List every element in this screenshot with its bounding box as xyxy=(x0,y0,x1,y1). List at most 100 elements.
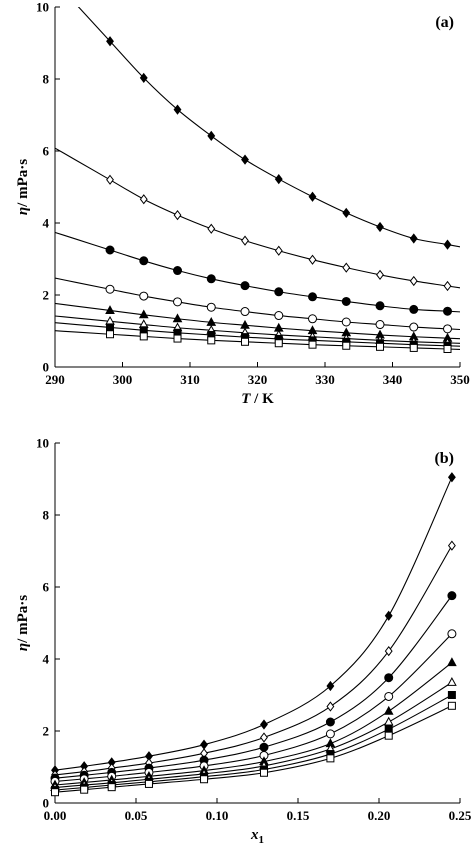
data-point xyxy=(384,731,393,740)
x-tick-label: 330 xyxy=(315,372,335,387)
x-tick-label: 300 xyxy=(113,372,133,387)
data-point xyxy=(342,207,351,219)
data-point xyxy=(274,245,283,256)
data-point xyxy=(443,239,452,250)
data-point xyxy=(139,72,148,84)
data-point xyxy=(308,314,318,324)
data-point xyxy=(341,317,351,327)
data-point xyxy=(341,296,351,306)
data-point xyxy=(443,324,453,334)
x-tick-label: 310 xyxy=(180,372,200,387)
x-tick-label: 0.00 xyxy=(44,808,67,823)
data-point xyxy=(241,154,249,165)
data-point xyxy=(207,223,216,234)
data-point xyxy=(376,342,385,351)
data-point xyxy=(447,472,456,483)
data-point xyxy=(105,245,115,255)
y-tick-label: 8 xyxy=(43,72,50,87)
panel-label: (b) xyxy=(434,450,454,467)
data-point xyxy=(383,716,394,726)
x-tick-label: 0.05 xyxy=(125,808,148,823)
data-point xyxy=(308,254,317,265)
x-tick-label: 0.20 xyxy=(368,808,391,823)
y-tick-label: 0 xyxy=(43,360,50,375)
data-point xyxy=(274,311,284,321)
data-point xyxy=(325,729,335,739)
data-point xyxy=(172,313,183,323)
data-point xyxy=(274,339,283,348)
data-point xyxy=(207,130,216,142)
data-point xyxy=(206,274,216,284)
data-point xyxy=(447,677,457,686)
data-point xyxy=(105,284,115,294)
y-tick-label: 4 xyxy=(43,652,50,667)
data-point xyxy=(200,775,209,784)
y-tick-label: 10 xyxy=(36,0,49,15)
data-point xyxy=(308,340,317,349)
data-point xyxy=(409,322,419,332)
data-point xyxy=(443,306,453,316)
data-point xyxy=(384,673,394,683)
data-point xyxy=(106,36,114,47)
data-point xyxy=(409,304,419,314)
panel-b-chart: 0 2 4 6 8 10 0.00 0.05 0.10 0.15 0.20 0.25 η/ mPa·s x… xyxy=(15,436,472,847)
series-line xyxy=(55,147,460,289)
data-point xyxy=(173,104,182,115)
data-point xyxy=(241,337,250,346)
data-point xyxy=(173,266,183,276)
data-point xyxy=(173,297,183,307)
data-point xyxy=(447,657,457,667)
data-point xyxy=(106,174,114,185)
data-point xyxy=(326,680,335,692)
panel-a-chart: 0 2 4 6 8 10 290 300 310 320 330 340 350 η/ mPa·s T / … xyxy=(15,0,470,407)
data-point xyxy=(173,334,182,343)
data-point xyxy=(376,269,384,280)
data-point xyxy=(107,783,116,792)
data-point xyxy=(139,291,149,301)
series-line xyxy=(55,545,453,776)
data-point xyxy=(384,691,394,701)
data-point xyxy=(106,330,115,339)
y-tick-label: 8 xyxy=(43,508,50,523)
data-point xyxy=(259,768,268,777)
data-point xyxy=(409,343,418,352)
data-point xyxy=(383,705,394,715)
data-point xyxy=(206,302,216,312)
data-point xyxy=(376,221,384,233)
data-point xyxy=(274,173,283,185)
data-point xyxy=(409,275,418,287)
x-tick-label: 350 xyxy=(450,372,470,387)
series-line xyxy=(55,633,453,782)
data-point xyxy=(139,256,149,266)
data-point xyxy=(260,719,268,730)
data-point xyxy=(80,785,89,794)
data-point xyxy=(139,194,148,205)
data-point xyxy=(447,629,457,639)
data-point xyxy=(447,701,456,710)
y-tick-label: 4 xyxy=(43,216,50,231)
data-point xyxy=(443,280,452,292)
y-tick-label: 0 xyxy=(43,796,50,811)
data-point xyxy=(325,717,335,727)
y-tick-label: 10 xyxy=(36,436,49,451)
data-point xyxy=(240,307,250,317)
series-line xyxy=(55,662,453,786)
panel-label: (a) xyxy=(435,14,454,31)
data-point xyxy=(274,287,284,297)
y-tick-label: 6 xyxy=(43,144,50,159)
data-point xyxy=(241,235,249,246)
x-axis-label: x1 xyxy=(250,827,264,846)
data-point xyxy=(200,739,208,750)
x-tick-label: 0.15 xyxy=(287,808,310,823)
data-point xyxy=(409,233,418,244)
series-line xyxy=(77,7,460,248)
data-point xyxy=(139,332,148,341)
y-axis-label: η/ mPa·s xyxy=(15,159,31,215)
data-point xyxy=(384,610,393,621)
data-point xyxy=(106,323,115,332)
series-line xyxy=(55,231,460,313)
data-point xyxy=(173,209,182,221)
data-point xyxy=(259,742,269,752)
y-tick-label: 6 xyxy=(43,580,50,595)
